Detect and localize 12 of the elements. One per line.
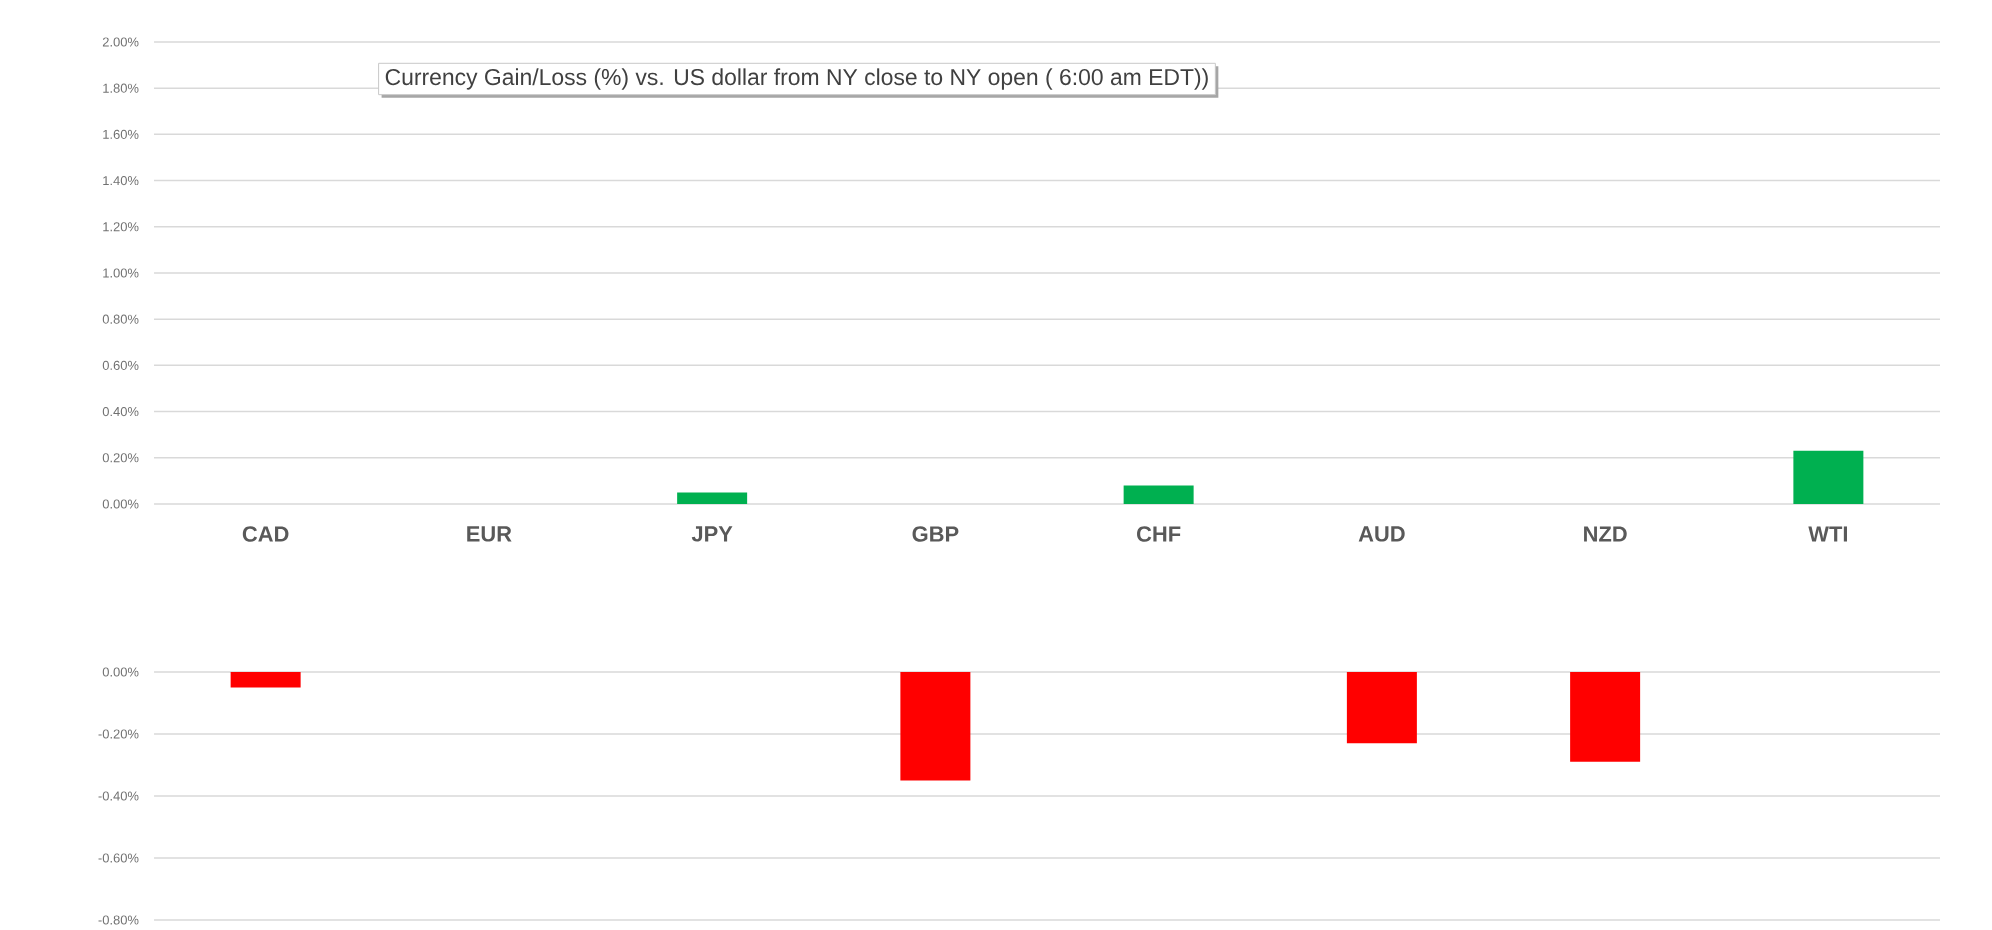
bar bbox=[677, 492, 748, 504]
x-tick-label: WTI bbox=[1808, 526, 1847, 542]
x-tick-label: JPY bbox=[691, 526, 733, 542]
x-tick-label: EUR bbox=[467, 526, 512, 542]
x-tick-label: AUD bbox=[1358, 526, 1405, 542]
x-tick-label: CHF bbox=[1137, 526, 1181, 542]
x-tick-label: NZD bbox=[1584, 526, 1627, 542]
bar bbox=[1123, 485, 1194, 504]
bar bbox=[1793, 450, 1864, 504]
x-tick-label: CAD bbox=[242, 526, 289, 542]
x-tick-label: GBP bbox=[912, 526, 959, 542]
text: Currency Gain/Loss (%) vs. US dollar from NY close to NY open ( 6:00 am EDT)) bbox=[385, 68, 1208, 90]
